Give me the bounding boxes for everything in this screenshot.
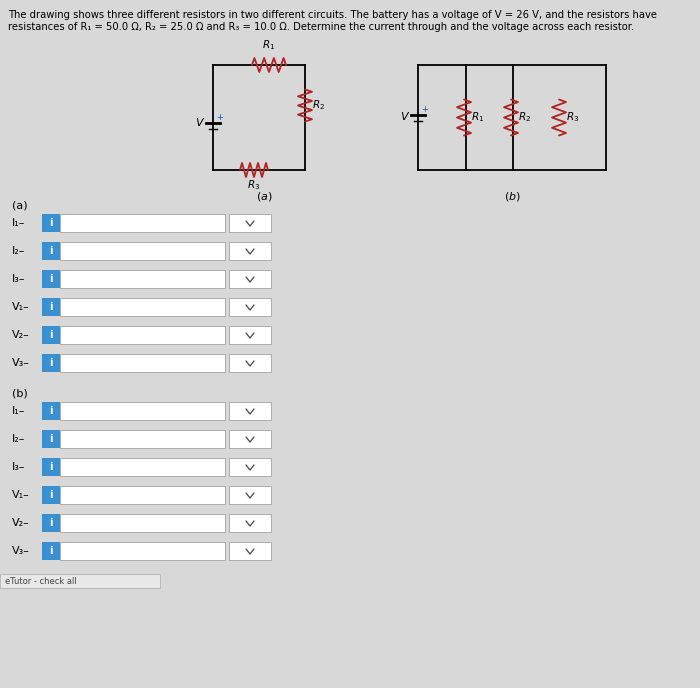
Text: V: V: [195, 118, 203, 127]
Text: I₃–: I₃–: [12, 462, 25, 472]
FancyBboxPatch shape: [229, 486, 271, 504]
Text: resistances of R₁ = 50.0 Ω, R₂ = 25.0 Ω and R₃ = 10.0 Ω. Determine the current t: resistances of R₁ = 50.0 Ω, R₂ = 25.0 Ω …: [8, 22, 634, 32]
Text: $R_2$: $R_2$: [518, 111, 531, 125]
FancyBboxPatch shape: [60, 270, 225, 288]
Text: V₁–: V₁–: [12, 302, 29, 312]
FancyBboxPatch shape: [229, 298, 271, 316]
Text: i: i: [49, 330, 52, 340]
FancyBboxPatch shape: [42, 542, 60, 560]
Text: $R_3$: $R_3$: [566, 111, 580, 125]
Text: i: i: [49, 274, 52, 284]
Text: $R_1$: $R_1$: [471, 111, 484, 125]
Text: I₁–: I₁–: [12, 218, 25, 228]
Text: I₂–: I₂–: [12, 246, 25, 256]
FancyBboxPatch shape: [229, 542, 271, 560]
FancyBboxPatch shape: [229, 458, 271, 476]
FancyBboxPatch shape: [229, 354, 271, 372]
Text: +: +: [421, 105, 428, 114]
Text: I₁–: I₁–: [12, 406, 25, 416]
FancyBboxPatch shape: [229, 214, 271, 232]
FancyBboxPatch shape: [0, 574, 160, 588]
FancyBboxPatch shape: [42, 354, 60, 372]
Text: i: i: [49, 406, 52, 416]
Text: i: i: [49, 518, 52, 528]
FancyBboxPatch shape: [229, 514, 271, 532]
Text: i: i: [49, 302, 52, 312]
Text: I₃–: I₃–: [12, 274, 25, 284]
FancyBboxPatch shape: [60, 214, 225, 232]
Text: V₃–: V₃–: [12, 546, 30, 556]
FancyBboxPatch shape: [229, 430, 271, 448]
FancyBboxPatch shape: [60, 486, 225, 504]
Text: i: i: [49, 546, 52, 556]
FancyBboxPatch shape: [42, 402, 60, 420]
Text: $R_3$: $R_3$: [247, 178, 260, 192]
FancyBboxPatch shape: [60, 354, 225, 372]
Text: V₃–: V₃–: [12, 358, 30, 368]
Text: $R_2$: $R_2$: [312, 98, 325, 112]
Text: V₂–: V₂–: [12, 330, 29, 340]
Text: V₂–: V₂–: [12, 518, 29, 528]
FancyBboxPatch shape: [42, 298, 60, 316]
FancyBboxPatch shape: [42, 326, 60, 344]
FancyBboxPatch shape: [42, 242, 60, 260]
Text: i: i: [49, 462, 52, 472]
FancyBboxPatch shape: [42, 270, 60, 288]
Text: The drawing shows three different resistors in two different circuits. The batte: The drawing shows three different resist…: [8, 10, 657, 20]
FancyBboxPatch shape: [60, 514, 225, 532]
FancyBboxPatch shape: [42, 486, 60, 504]
FancyBboxPatch shape: [60, 542, 225, 560]
FancyBboxPatch shape: [42, 214, 60, 232]
Text: I₂–: I₂–: [12, 434, 25, 444]
Text: $(a)$: $(a)$: [256, 190, 272, 203]
Text: i: i: [49, 246, 52, 256]
Text: $(b)$: $(b)$: [503, 190, 520, 203]
Text: eTutor - check all: eTutor - check all: [5, 577, 77, 585]
Text: i: i: [49, 434, 52, 444]
FancyBboxPatch shape: [60, 458, 225, 476]
Text: (a): (a): [12, 200, 27, 210]
FancyBboxPatch shape: [42, 458, 60, 476]
FancyBboxPatch shape: [60, 402, 225, 420]
Text: $R_1$: $R_1$: [262, 39, 276, 52]
Text: i: i: [49, 358, 52, 368]
Text: (b): (b): [12, 388, 28, 398]
FancyBboxPatch shape: [229, 270, 271, 288]
FancyBboxPatch shape: [42, 430, 60, 448]
FancyBboxPatch shape: [60, 242, 225, 260]
FancyBboxPatch shape: [229, 242, 271, 260]
FancyBboxPatch shape: [229, 326, 271, 344]
Text: V₁–: V₁–: [12, 490, 29, 500]
Text: +: +: [216, 113, 223, 122]
Text: i: i: [49, 218, 52, 228]
Text: i: i: [49, 490, 52, 500]
FancyBboxPatch shape: [60, 430, 225, 448]
FancyBboxPatch shape: [60, 298, 225, 316]
Text: V: V: [400, 113, 408, 122]
FancyBboxPatch shape: [229, 402, 271, 420]
FancyBboxPatch shape: [42, 514, 60, 532]
FancyBboxPatch shape: [60, 326, 225, 344]
